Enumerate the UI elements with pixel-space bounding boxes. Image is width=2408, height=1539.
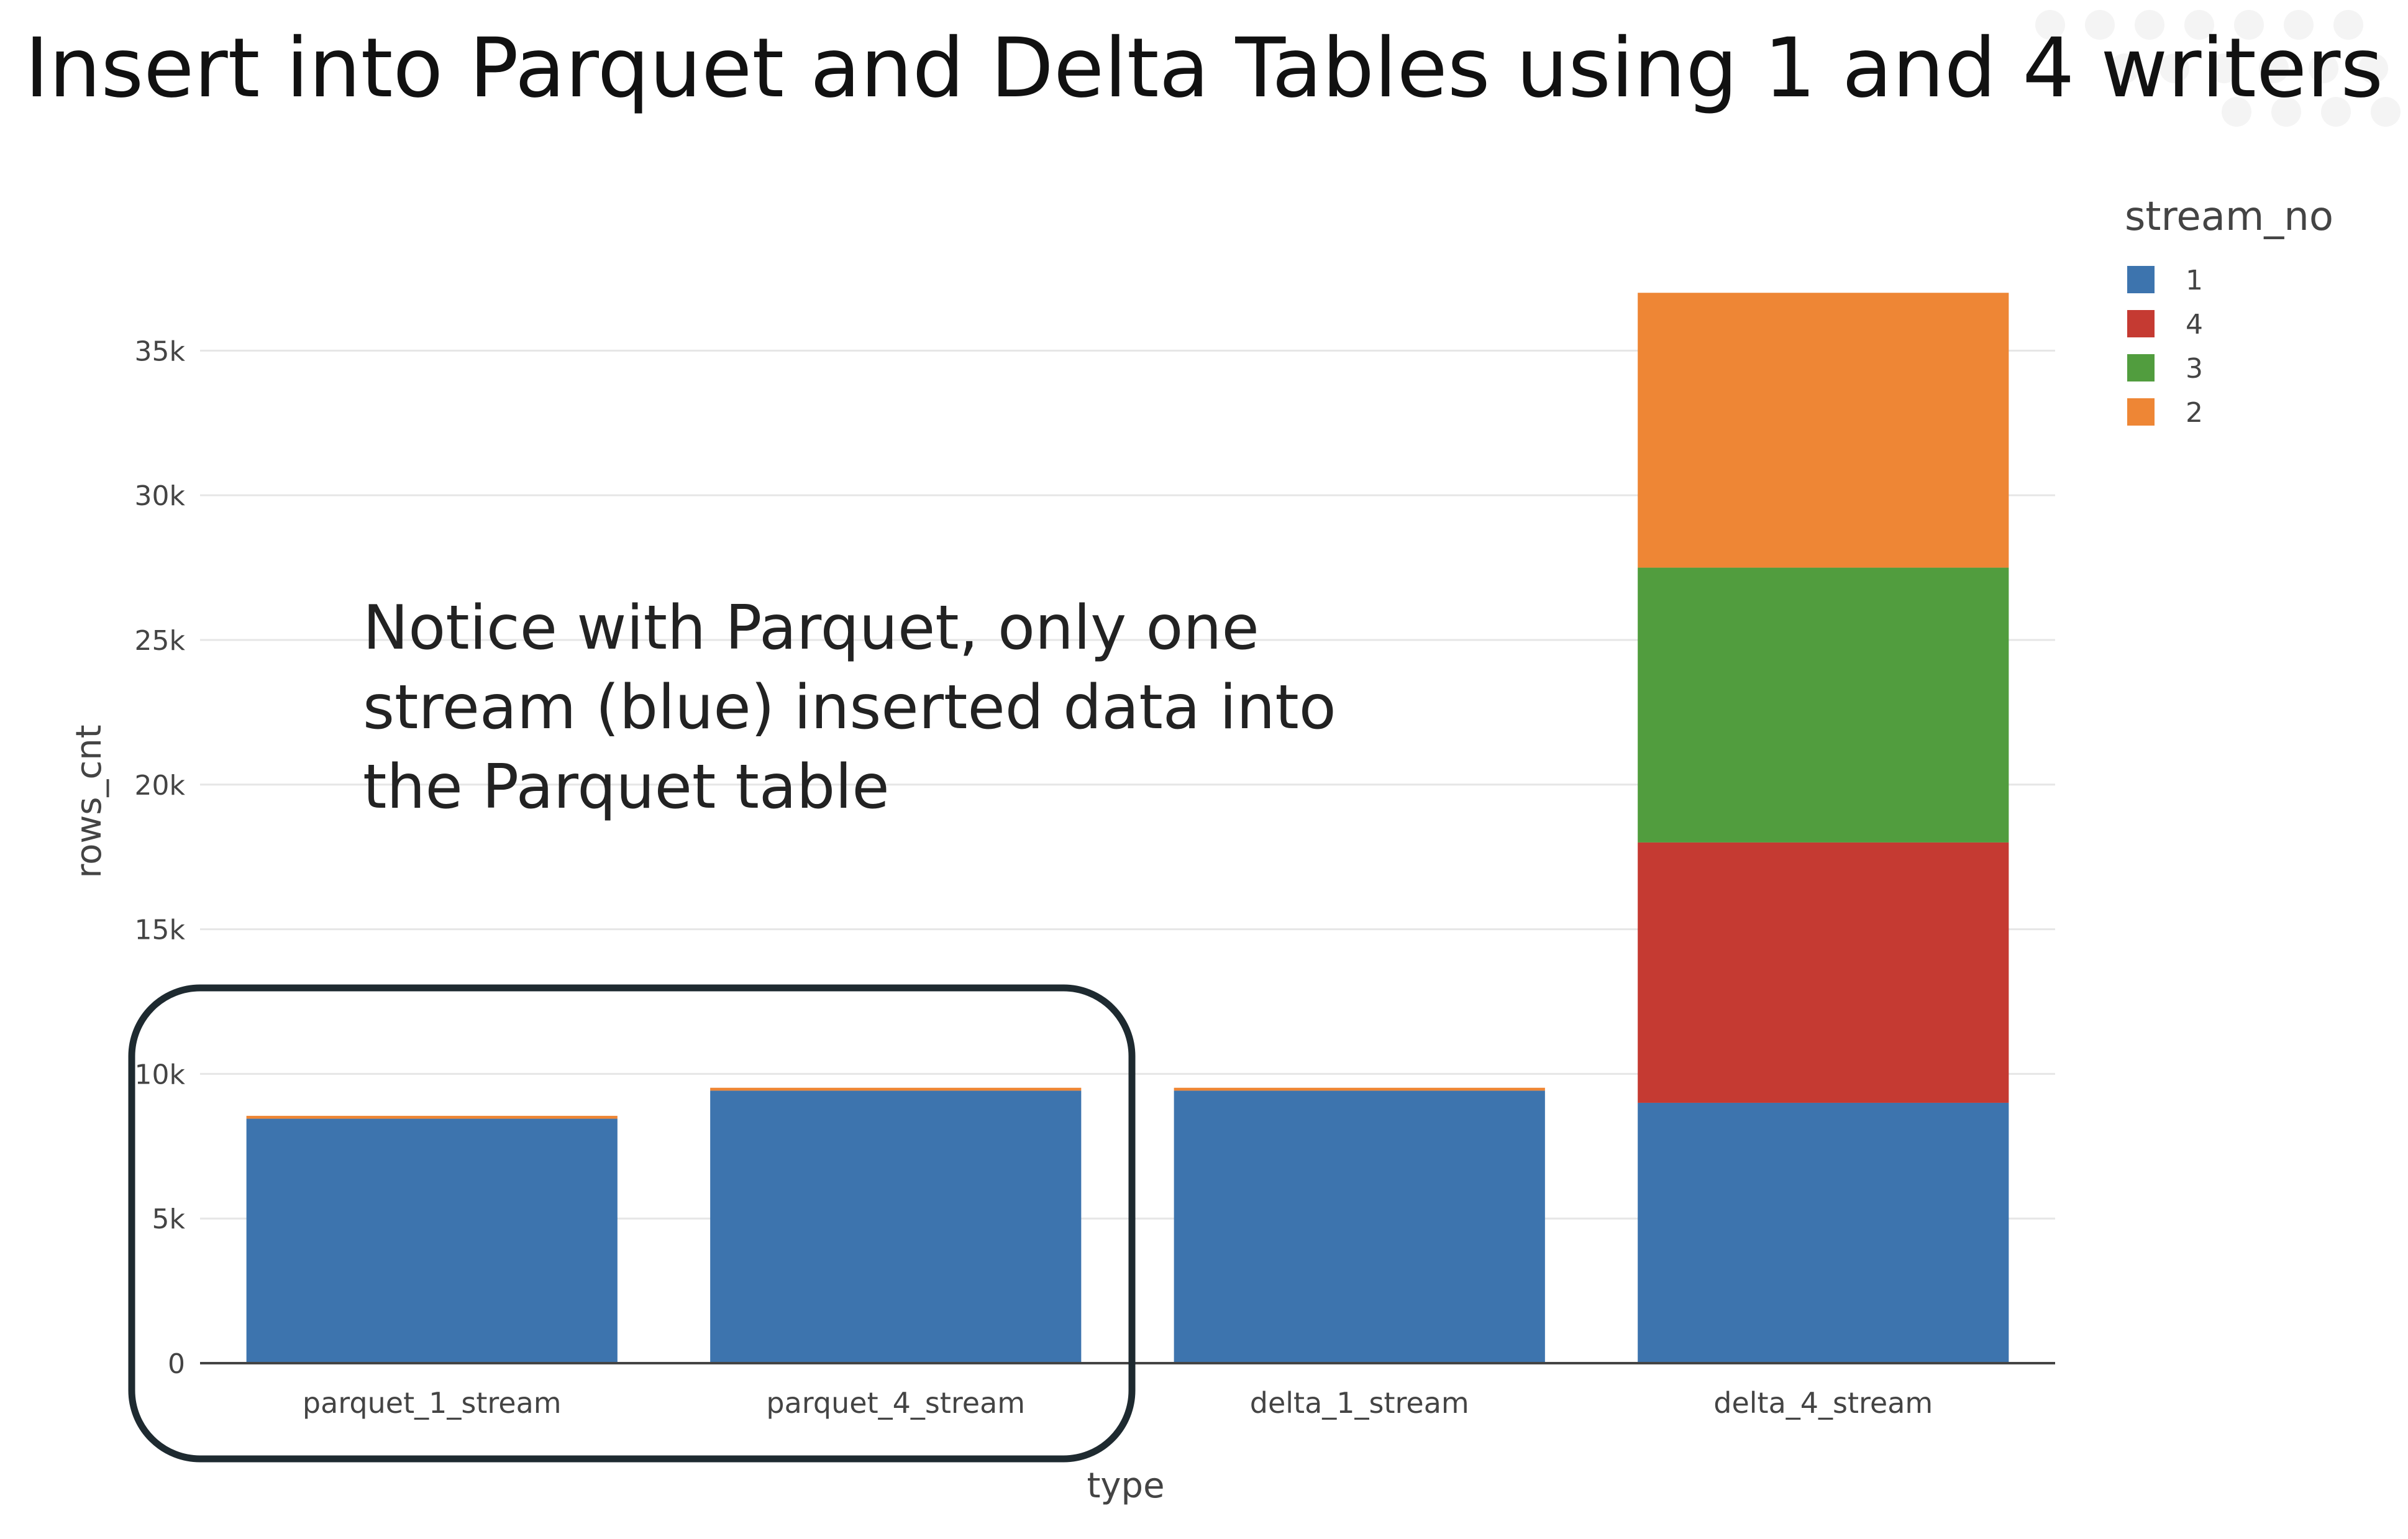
chart-title: Insert into Parquet and Delta Tables usi… <box>25 21 2383 116</box>
decoration-dot <box>2184 10 2214 40</box>
legend-label-1: 1 <box>2186 265 2203 296</box>
decoration-dot <box>2110 53 2140 83</box>
decoration-dot <box>2358 53 2388 83</box>
decoration-dot <box>2259 53 2289 83</box>
x-tick-label: parquet_4_stream <box>766 1386 1025 1420</box>
bar-segment-delta_4_stream-stream-3 <box>1638 567 2009 843</box>
y-tick-label: 25k <box>135 625 186 657</box>
legend-items: 1 4 3 2 <box>2127 265 2203 429</box>
decoration-dot <box>2085 10 2115 40</box>
annotation-line-3: the Parquet table <box>363 752 890 823</box>
background-dots-decoration <box>2035 10 2401 127</box>
decoration-dot <box>2222 97 2251 127</box>
bar-segment-delta_1_stream-stream-1 <box>1174 1090 1545 1363</box>
bar-segment-parquet_4_stream-stream-2 <box>710 1087 1082 1091</box>
legend-title: stream_no <box>2125 194 2333 240</box>
annotation: Notice with Parquet, only one stream (bl… <box>128 593 1336 1463</box>
annotation-line-2: stream (blue) inserted data into <box>363 672 1336 743</box>
x-tick-label: delta_4_stream <box>1713 1386 1933 1420</box>
decoration-dot <box>2135 10 2164 40</box>
y-tick-label: 20k <box>135 770 186 801</box>
legend-label-3: 3 <box>2186 353 2203 385</box>
legend-label-2: 2 <box>2186 397 2203 429</box>
bar-segment-parquet_4_stream-stream-1 <box>710 1090 1082 1363</box>
x-tick-label: parquet_1_stream <box>303 1386 562 1420</box>
decoration-dot <box>2271 97 2301 127</box>
decoration-dot <box>2234 10 2264 40</box>
y-axis-title: rows_cnt <box>69 724 109 878</box>
decoration-dot <box>2035 10 2065 40</box>
y-tick-label: 10k <box>135 1059 186 1090</box>
decoration-dot <box>2159 53 2189 83</box>
bar-segment-parquet_1_stream-stream-2 <box>246 1115 618 1119</box>
legend: stream_no 1 4 3 2 <box>2125 194 2333 429</box>
legend-swatch-2 <box>2127 398 2155 426</box>
y-tick-label: 5k <box>152 1203 186 1235</box>
decoration-dot <box>2209 53 2239 83</box>
bar-stacks <box>246 293 2009 1363</box>
y-tick-label: 30k <box>135 480 186 512</box>
bar-segment-delta_4_stream-stream-1 <box>1638 1102 2009 1363</box>
x-axis-title: type <box>1087 1466 1164 1506</box>
legend-swatch-4 <box>2127 310 2155 337</box>
bar-segment-delta_4_stream-stream-2 <box>1638 293 2009 568</box>
decoration-dot <box>2309 53 2338 83</box>
legend-swatch-3 <box>2127 354 2155 381</box>
decoration-dot <box>2321 97 2351 127</box>
y-tick-label: 15k <box>135 915 186 946</box>
x-tick-label: delta_1_stream <box>1250 1386 1469 1420</box>
y-tick-label: 35k <box>135 336 186 367</box>
decoration-dot <box>2371 97 2401 127</box>
parquet-highlight-box <box>128 984 1136 1463</box>
bar-segment-delta_1_stream-stream-2 <box>1174 1087 1545 1091</box>
x-tick-labels: parquet_1_stream parquet_4_stream delta_1_… <box>303 1386 1933 1420</box>
bar-segment-delta_4_stream-stream-4 <box>1638 842 2009 1103</box>
annotation-line-1: Notice with Parquet, only one <box>363 593 1259 664</box>
decoration-dot <box>2333 10 2363 40</box>
bar-segment-parquet_1_stream-stream-1 <box>246 1118 618 1363</box>
decoration-dot <box>2284 10 2314 40</box>
y-tick-labels: 0 5k 10k 15k 20k 25k 30k 35k <box>135 336 186 1380</box>
legend-label-4: 4 <box>2186 309 2203 340</box>
legend-swatch-1 <box>2127 266 2155 293</box>
y-tick-label: 0 <box>168 1348 185 1380</box>
